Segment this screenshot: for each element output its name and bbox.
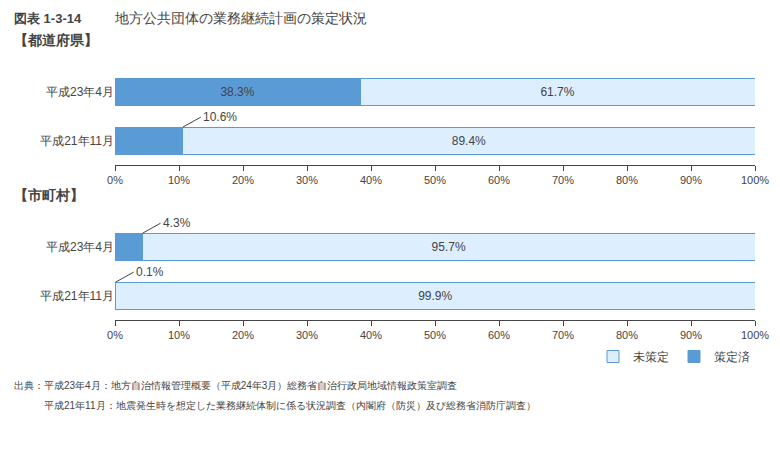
- svg-text:4.3%: 4.3%: [163, 216, 191, 230]
- svg-text:60%: 60%: [488, 174, 510, 186]
- svg-text:10.6%: 10.6%: [203, 110, 237, 124]
- svg-text:平成21年11月：地震発生時を想定した業務継続体制に係る状況: 平成21年11月：地震発生時を想定した業務継続体制に係る状況調査（内閣府（防災）…: [14, 400, 536, 411]
- svg-text:策定済: 策定済: [714, 350, 750, 364]
- svg-text:【都道府県】: 【都道府県】: [14, 32, 98, 48]
- svg-text:0.1%: 0.1%: [136, 265, 164, 279]
- svg-text:【市町村】: 【市町村】: [14, 187, 84, 203]
- svg-text:0%: 0%: [107, 329, 123, 341]
- svg-text:20%: 20%: [232, 329, 254, 341]
- svg-text:61.7%: 61.7%: [540, 85, 574, 99]
- svg-text:100%: 100%: [741, 174, 769, 186]
- svg-text:出典：平成23年4月：地方自治情報管理概要（平成24年3月）: 出典：平成23年4月：地方自治情報管理概要（平成24年3月）総務省自治行政局地域…: [14, 380, 457, 391]
- svg-text:50%: 50%: [424, 174, 446, 186]
- svg-text:30%: 30%: [296, 174, 318, 186]
- svg-text:70%: 70%: [552, 174, 574, 186]
- svg-text:平成23年4月: 平成23年4月: [46, 240, 114, 254]
- svg-text:40%: 40%: [360, 329, 382, 341]
- svg-text:80%: 80%: [616, 329, 638, 341]
- svg-text:30%: 30%: [296, 329, 318, 341]
- svg-text:0%: 0%: [107, 174, 123, 186]
- svg-text:60%: 60%: [488, 329, 510, 341]
- svg-text:地方公共団体の業務継続計画の策定状況: 地方公共団体の業務継続計画の策定状況: [114, 10, 367, 26]
- svg-text:90%: 90%: [680, 329, 702, 341]
- svg-text:70%: 70%: [552, 329, 574, 341]
- svg-text:平成21年11月: 平成21年11月: [40, 134, 114, 148]
- svg-text:20%: 20%: [232, 174, 254, 186]
- svg-text:10%: 10%: [168, 174, 190, 186]
- svg-text:100%: 100%: [741, 329, 769, 341]
- svg-text:10%: 10%: [168, 329, 190, 341]
- svg-text:80%: 80%: [616, 174, 638, 186]
- svg-text:38.3%: 38.3%: [220, 85, 254, 99]
- svg-text:89.4%: 89.4%: [452, 134, 486, 148]
- svg-text:平成21年11月: 平成21年11月: [40, 289, 114, 303]
- svg-text:40%: 40%: [360, 174, 382, 186]
- svg-text:90%: 90%: [680, 174, 702, 186]
- svg-text:50%: 50%: [424, 329, 446, 341]
- svg-text:95.7%: 95.7%: [432, 240, 466, 254]
- svg-text:図表 1-3-14: 図表 1-3-14: [14, 11, 82, 26]
- svg-text:99.9%: 99.9%: [418, 289, 452, 303]
- svg-text:平成23年4月: 平成23年4月: [46, 85, 114, 99]
- svg-text:未策定: 未策定: [633, 350, 669, 364]
